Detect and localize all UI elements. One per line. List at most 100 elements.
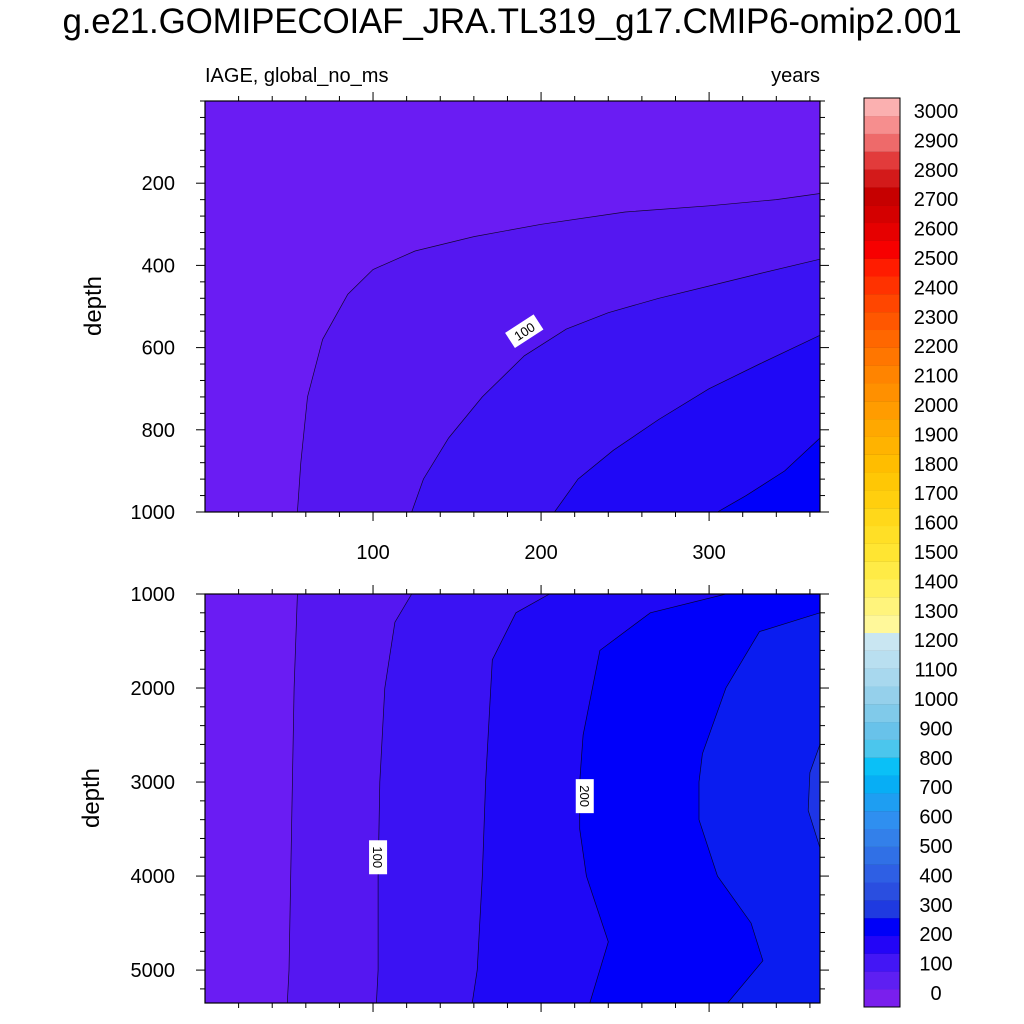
colorbar-swatch xyxy=(864,151,900,170)
colorbar-swatch xyxy=(864,472,900,491)
contour-label: 200 xyxy=(575,779,594,814)
contour-region-200 xyxy=(717,438,820,512)
colorbar-label: 2200 xyxy=(914,336,959,358)
colorbar-swatch xyxy=(864,311,900,331)
colorbar-swatch xyxy=(864,169,900,188)
colorbar-swatch xyxy=(864,953,900,972)
y-tick-label: 1000 xyxy=(131,584,176,606)
contour-line-100 xyxy=(376,594,413,1003)
y-tick-label: 5000 xyxy=(131,960,176,982)
colorbar-label: 700 xyxy=(919,777,952,799)
colorbar-label: 1300 xyxy=(914,601,959,623)
colorbar-swatch xyxy=(864,846,900,865)
x-tick-label: 100 xyxy=(356,542,389,564)
colorbar-swatch xyxy=(864,401,900,420)
contour-region-270 xyxy=(808,744,820,848)
colorbar-swatch xyxy=(864,739,900,758)
x-tick-label: 200 xyxy=(524,542,557,564)
colorbar-label: 100 xyxy=(919,954,952,976)
colorbar-swatch xyxy=(864,133,900,152)
contour-label-text: 100 xyxy=(370,846,385,868)
colorbar-swatch xyxy=(864,686,900,705)
lower-y-axis-label: depth xyxy=(78,768,105,828)
colorbar-label: 300 xyxy=(919,895,952,917)
colorbar-frame xyxy=(863,97,901,1008)
colorbar-label: 2700 xyxy=(914,189,959,211)
variable-label: IAGE, global_no_ms xyxy=(205,65,388,87)
colorbar-swatch xyxy=(864,115,900,134)
colorbar-swatch xyxy=(864,935,900,954)
colorbar-label: 1200 xyxy=(914,630,959,652)
colorbar-swatch xyxy=(864,418,900,437)
colorbar-label: 2400 xyxy=(914,277,959,299)
plot-frame xyxy=(204,593,821,1004)
colorbar-label: 400 xyxy=(919,865,952,887)
colorbar-swatch xyxy=(864,240,900,259)
colorbar-swatch xyxy=(864,525,900,544)
colorbar-swatch xyxy=(864,454,900,473)
colorbar-swatch xyxy=(864,276,900,295)
colorbar-label: 2300 xyxy=(914,307,959,329)
colorbar-label: 200 xyxy=(919,924,952,946)
colorbar-label: 3000 xyxy=(914,101,959,123)
colorbar-label: 1600 xyxy=(914,513,959,535)
contour-region-150 xyxy=(554,335,820,512)
colorbar-swatch xyxy=(864,543,900,562)
colorbar-label: 2100 xyxy=(914,366,959,388)
y-tick-label: 2000 xyxy=(131,678,176,700)
contour-line-270 xyxy=(807,744,820,849)
units-label: years xyxy=(771,65,820,87)
colorbar-swatch xyxy=(864,864,900,883)
colorbar: 0 100 200 300 400 500 600 700 800 900 1000 1100 1200… xyxy=(863,97,959,1008)
colorbar-label: 500 xyxy=(919,836,952,858)
colorbar-swatch xyxy=(864,882,900,901)
colorbar-swatch xyxy=(864,294,900,313)
colorbar-label: 2000 xyxy=(914,395,959,417)
y-tick-label: 400 xyxy=(142,255,175,277)
colorbar-swatch xyxy=(864,98,900,117)
upper-y-axis-label: depth xyxy=(80,276,107,336)
colorbar-label: 600 xyxy=(919,807,952,829)
contour-label: 100 xyxy=(369,840,388,875)
contour-line-150 xyxy=(554,334,820,512)
contour-line-50 xyxy=(286,594,298,1003)
y-tick-label: 4000 xyxy=(131,866,176,888)
y-tick-label: 200 xyxy=(142,173,175,195)
colorbar-label: 2600 xyxy=(914,219,959,241)
colorbar-swatch xyxy=(864,757,900,776)
colorbar-swatch xyxy=(864,900,900,919)
y-tick-label: 3000 xyxy=(131,772,176,794)
y-tick-label: 800 xyxy=(142,420,175,442)
plot-frame xyxy=(204,100,821,513)
colorbar-swatch xyxy=(864,187,900,206)
colorbar-swatch xyxy=(864,561,900,580)
colorbar-label: 1500 xyxy=(914,542,959,564)
colorbar-label: 1900 xyxy=(914,424,959,446)
colorbar-swatch xyxy=(864,347,900,366)
colorbar-swatch xyxy=(864,650,900,669)
colorbar-swatch xyxy=(864,632,900,651)
colorbar-swatch xyxy=(864,810,900,830)
lower-contour-panel: 100 200 1000 2000 3000 4000 5000 xyxy=(131,584,829,1012)
y-tick-label: 1000 xyxy=(131,502,176,524)
colorbar-label: 2800 xyxy=(914,160,959,182)
colorbar-label: 800 xyxy=(919,748,952,770)
colorbar-swatch xyxy=(864,329,900,348)
colorbar-label: 1400 xyxy=(914,571,959,593)
contour-label: 100 xyxy=(505,314,544,348)
colorbar-label: 1700 xyxy=(914,483,959,505)
contour-line-50 xyxy=(297,193,820,512)
colorbar-swatch xyxy=(864,668,900,687)
colorbar-label: 1100 xyxy=(914,660,957,682)
colorbar-label: 2900 xyxy=(914,130,959,152)
colorbar-swatch xyxy=(864,222,900,241)
colorbar-label: 0 xyxy=(930,983,941,1005)
contour-line-150 xyxy=(471,594,550,1003)
colorbar-swatch xyxy=(864,383,900,402)
contour-line-100 xyxy=(411,258,820,512)
colorbar-swatch xyxy=(864,204,900,224)
colorbar-swatch xyxy=(864,579,900,598)
colorbar-label: 900 xyxy=(919,718,952,740)
colorbar-label: 1800 xyxy=(914,454,959,476)
